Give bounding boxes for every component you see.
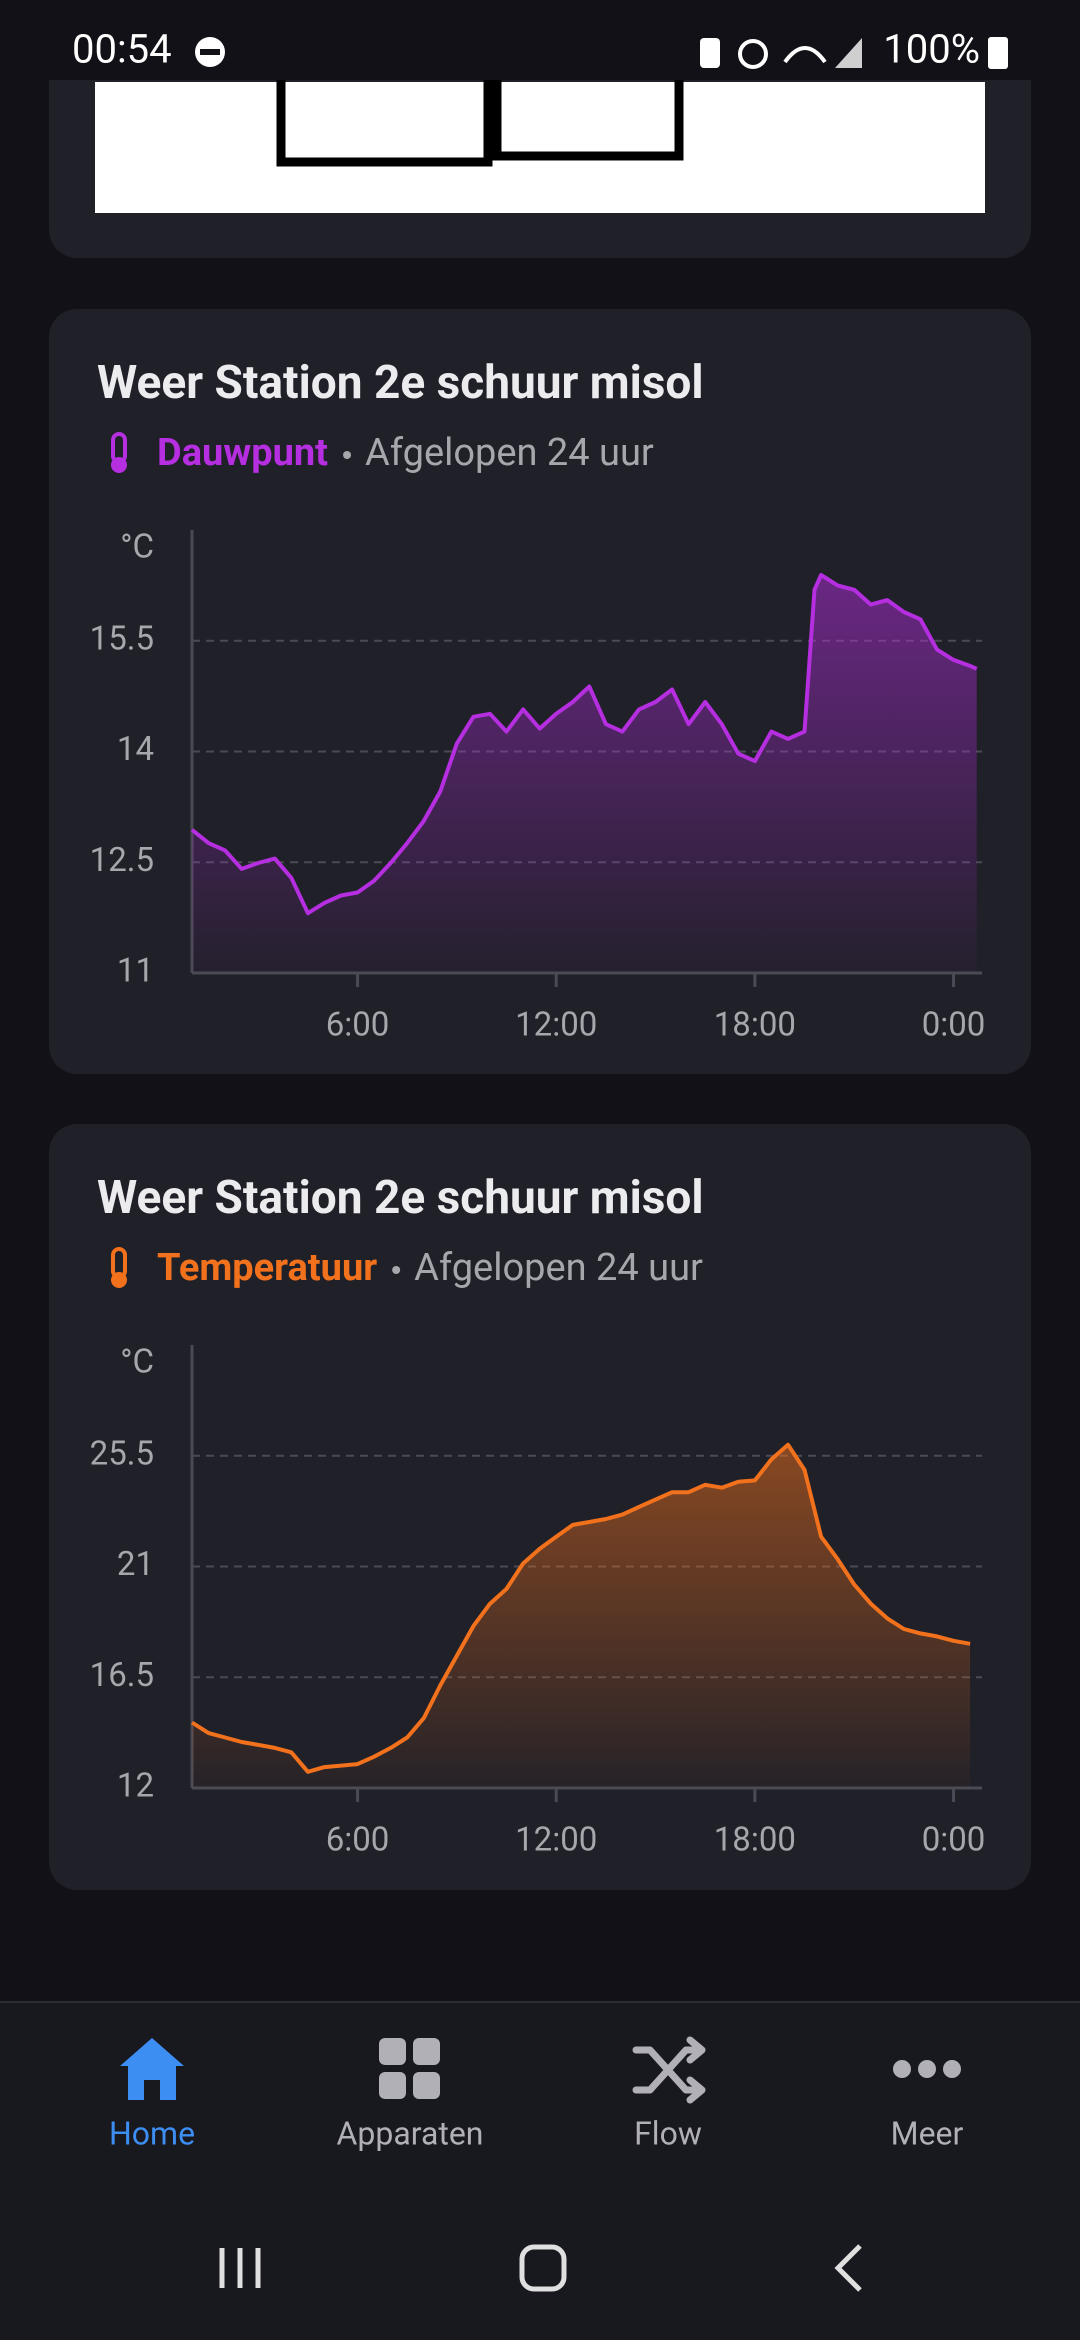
flow-icon xyxy=(632,2036,706,2104)
x-tick-label: 18:00 xyxy=(714,1821,796,1860)
line xyxy=(190,573,978,916)
y-tick-label: 25.5 xyxy=(90,1434,154,1473)
nav-label: Flow xyxy=(634,2114,702,2152)
area-fill xyxy=(192,575,977,973)
grid-icon xyxy=(413,2038,440,2065)
recents-button[interactable] xyxy=(219,2248,261,2288)
x-tick-label: 6:00 xyxy=(326,1006,390,1045)
y-tick-label: 14 xyxy=(117,730,154,769)
wifi-icon xyxy=(783,46,827,64)
back-button[interactable] xyxy=(834,2244,862,2292)
grid-icon xyxy=(413,2072,440,2099)
system-nav xyxy=(219,2244,862,2292)
x-tick-label: 0:00 xyxy=(922,1821,986,1860)
legend-label: Temperatuur xyxy=(157,1246,377,1290)
y-tick-label: 12.5 xyxy=(90,841,154,880)
sensor-icon xyxy=(111,1272,127,1288)
status-bar xyxy=(0,0,1080,80)
more-icon xyxy=(943,2060,961,2078)
card-title: Weer Station 2e schuur misol xyxy=(97,1171,704,1225)
card-subtitle: Afgelopen 24 uur xyxy=(414,1246,703,1290)
x-tick-label: 0:00 xyxy=(922,1006,986,1045)
chart: Weer Station 2e schuur misol Temperatuur A… xyxy=(90,1171,986,1860)
chart: Weer Station 2e schuur misol Dauwpunt Afge… xyxy=(90,356,986,1045)
nav-item[interactable]: Flow xyxy=(632,2036,706,2152)
charts: Weer Station 2e schuur misol Dauwpunt Afge… xyxy=(90,356,986,1860)
dnd-icon xyxy=(200,49,220,55)
plot xyxy=(190,573,978,973)
more-icon xyxy=(893,2060,911,2078)
y-tick-label: 12 xyxy=(117,1767,154,1806)
nav-item[interactable]: Meer xyxy=(891,2060,964,2152)
battery-icon xyxy=(988,37,1008,69)
sensor-icon xyxy=(111,457,127,473)
more-icon xyxy=(918,2060,936,2078)
nav-bar xyxy=(0,2002,1080,2340)
nav-label: Home xyxy=(109,2114,195,2152)
nav-item[interactable]: Home xyxy=(109,2038,195,2152)
signal-icon xyxy=(835,38,862,68)
home-button[interactable] xyxy=(519,2244,567,2292)
separator xyxy=(343,451,352,459)
x-tick-label: 18:00 xyxy=(714,1006,796,1045)
card-subtitle: Afgelopen 24 uur xyxy=(365,431,654,475)
battery-level: 100% xyxy=(883,26,980,73)
grid-icon xyxy=(379,2072,406,2099)
alarm-icon xyxy=(738,39,768,69)
y-axis-unit: °C xyxy=(120,528,154,567)
x-tick-label: 12:00 xyxy=(515,1006,597,1045)
nav-label: Meer xyxy=(891,2114,964,2152)
y-axis-unit: °C xyxy=(120,1343,154,1382)
battery-saver-icon xyxy=(700,38,720,68)
y-tick-label: 21 xyxy=(117,1545,154,1584)
card-title: Weer Station 2e schuur misol xyxy=(97,356,704,410)
x-tick-label: 12:00 xyxy=(515,1821,597,1860)
home-icon xyxy=(120,2038,184,2100)
separator xyxy=(392,1266,401,1274)
legend-label: Dauwpunt xyxy=(157,431,328,475)
clock: 00:54 xyxy=(72,26,172,73)
y-tick-label: 11 xyxy=(117,952,154,991)
image xyxy=(95,82,985,213)
nav-item[interactable]: Apparaten xyxy=(337,2038,484,2152)
grid-icon xyxy=(379,2038,406,2065)
x-tick-label: 6:00 xyxy=(326,1821,390,1860)
y-tick-label: 15.5 xyxy=(90,619,154,658)
plot xyxy=(190,1442,971,1788)
area-fill xyxy=(192,1444,971,1788)
nav-label: Apparaten xyxy=(337,2114,484,2152)
y-tick-label: 16.5 xyxy=(90,1656,154,1695)
line xyxy=(190,1442,971,1774)
